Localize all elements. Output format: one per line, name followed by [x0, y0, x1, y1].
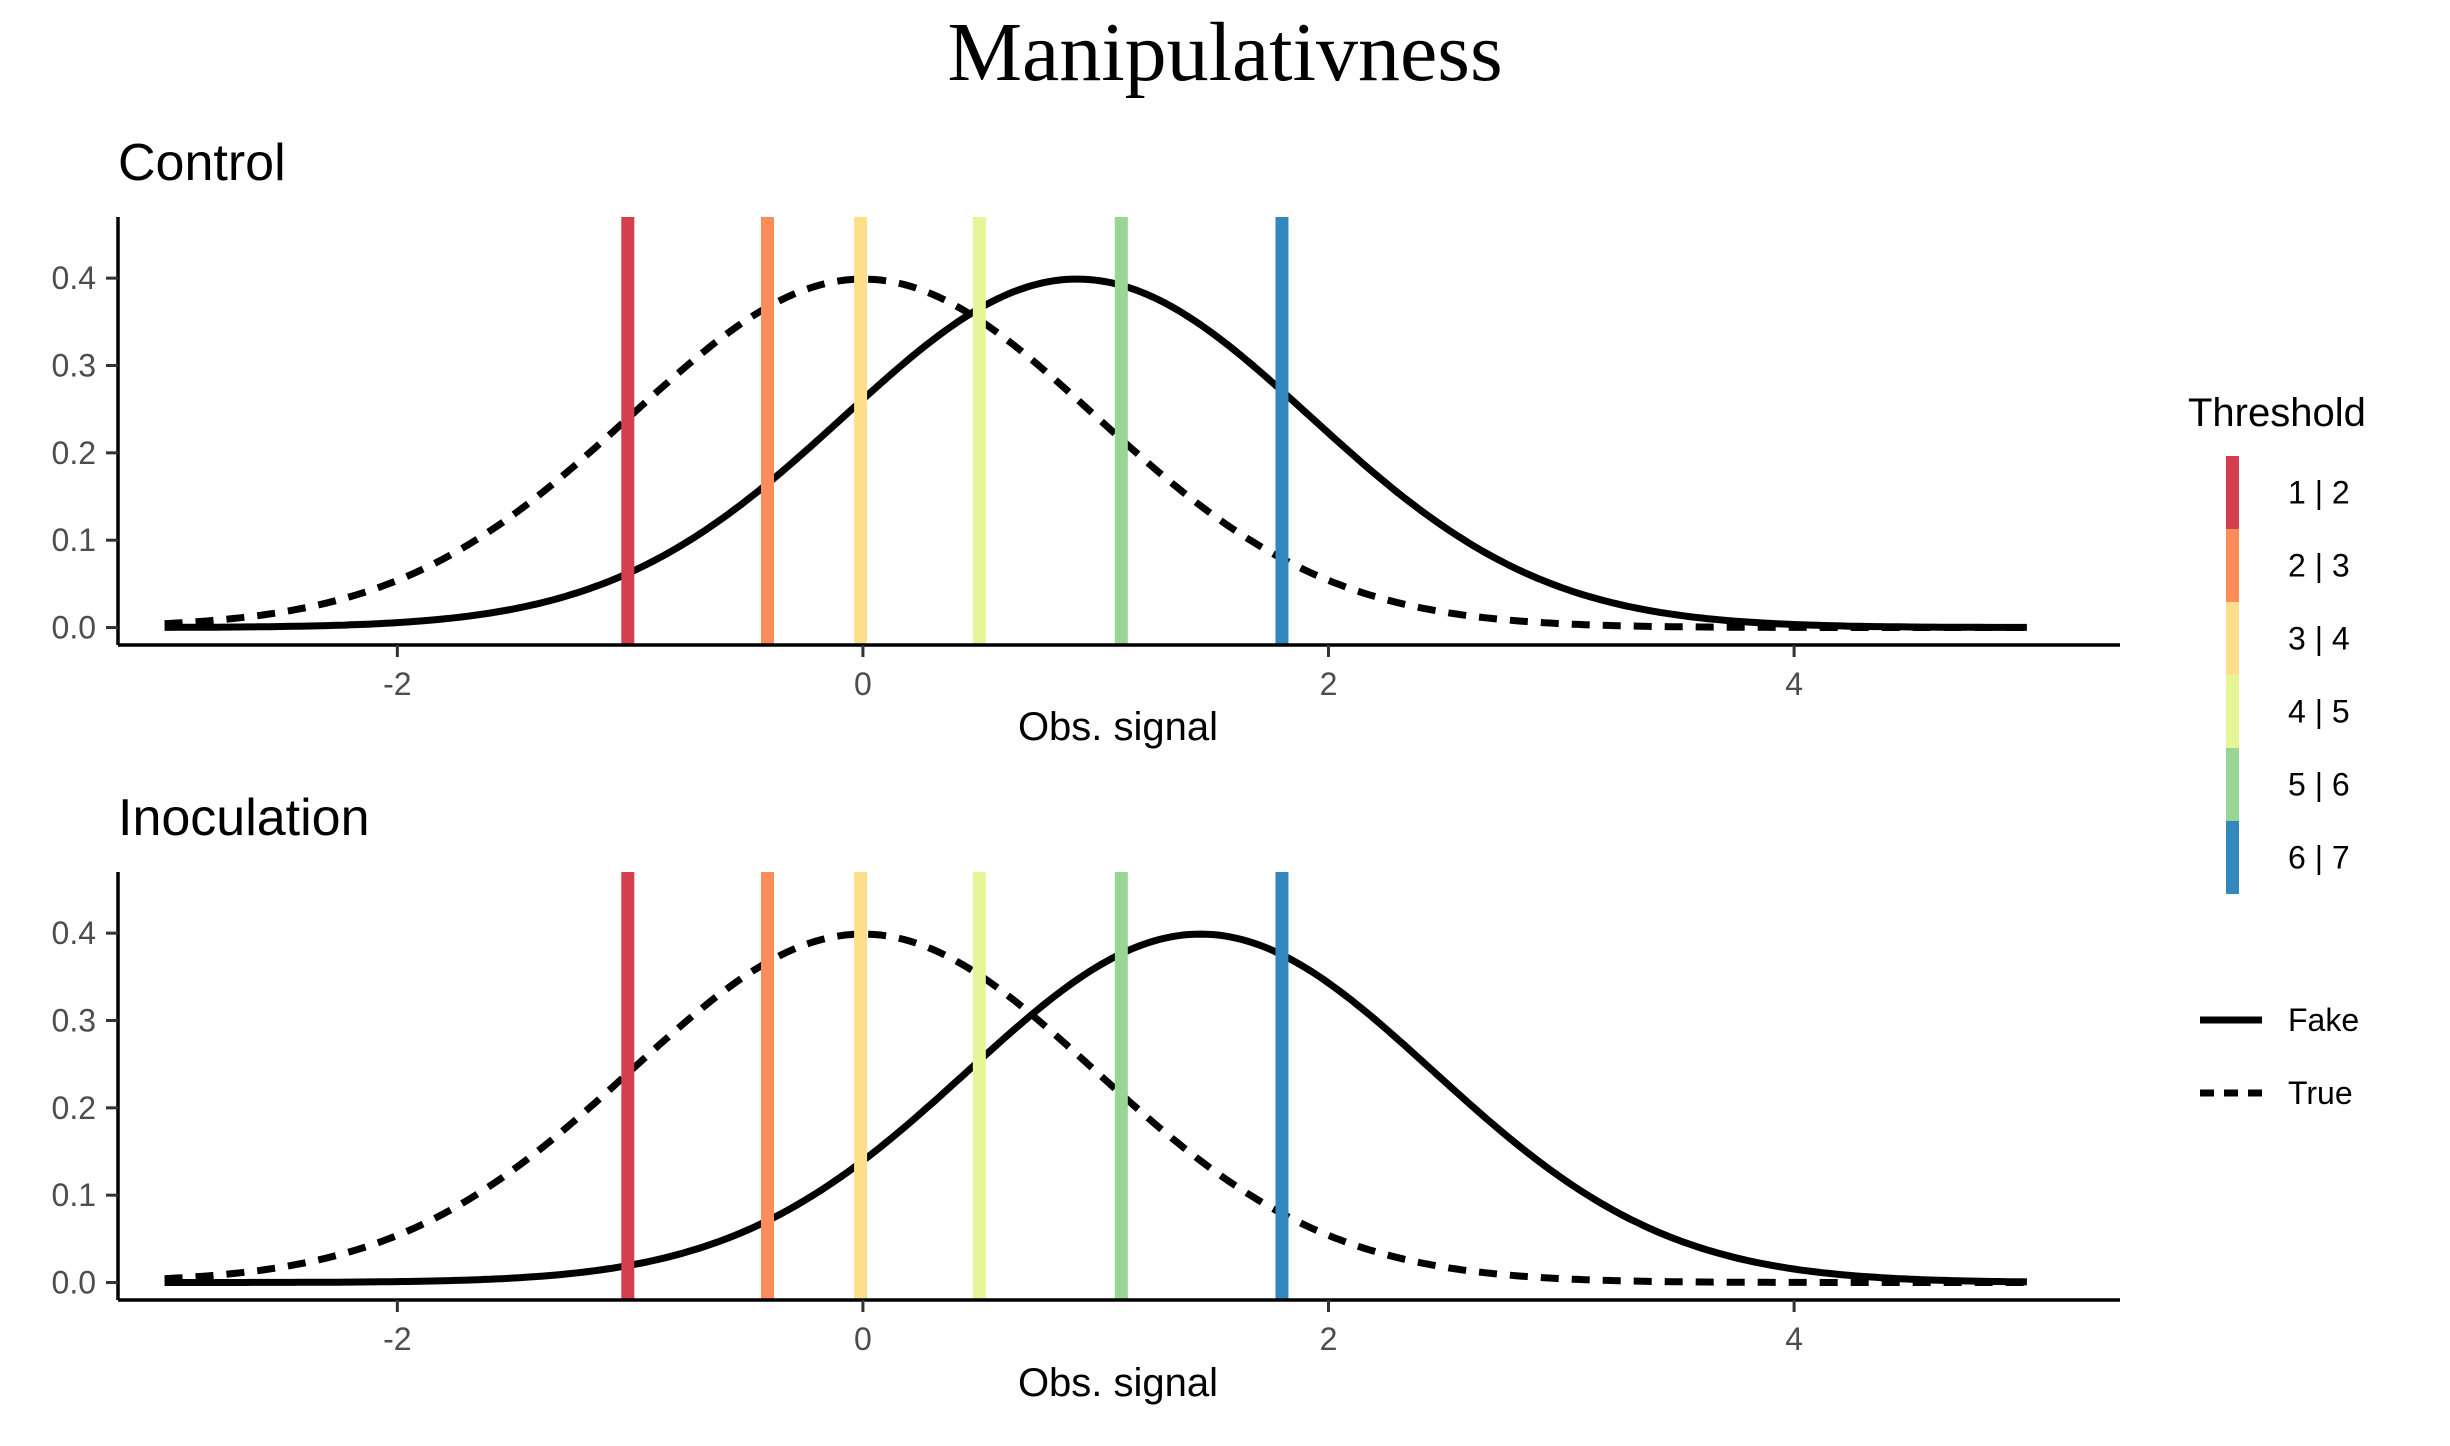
legend-threshold-keys: 1 | 2 2 | 3 3 | 4 4 | 5 5 | 6 6 | 7 — [2226, 456, 2350, 894]
legend-threshold-label-6-7: 6 | 7 — [2288, 840, 2350, 876]
control-y-tick-label: 0.1 — [52, 522, 96, 558]
control-y-tick-label: 0.4 — [52, 260, 96, 296]
inoculation-y-tick-label: 0.1 — [52, 1177, 96, 1213]
legend-threshold-label-4-5: 4 | 5 — [2288, 694, 2350, 730]
panel-control: Control -2 0 2 4 0.0 0.1 0.2 0.3 0.4 Obs. signal — [52, 134, 2120, 749]
inoculation-x-tick-label: 0 — [854, 1321, 872, 1357]
control-x-tick-label: 4 — [1785, 666, 1803, 702]
inoculation-curve-true — [164, 930, 2027, 1286]
legend-threshold-swatch-3-4 — [2226, 602, 2239, 675]
curves-control — [164, 275, 2027, 631]
x-axis-title-inoculation: Obs. signal — [1018, 1361, 1218, 1405]
axes-inoculation: -2 0 2 4 0.0 0.1 0.2 0.3 0.4 — [52, 872, 2120, 1357]
inoculation-y-tick-label: 0.3 — [52, 1002, 96, 1038]
legend-threshold-swatch-2-3 — [2226, 529, 2239, 602]
control-y-tick-label: 0.3 — [52, 347, 96, 383]
legend-curve-label-true: True — [2288, 1075, 2353, 1111]
inoculation-y-tick-label: 0.4 — [52, 915, 96, 951]
legend-threshold-label-3-4: 3 | 4 — [2288, 621, 2350, 657]
inoculation-y-tick-label: 0.2 — [52, 1090, 96, 1126]
control-curve-true — [164, 275, 2027, 631]
inoculation-x-tick-label: 4 — [1785, 1321, 1803, 1357]
legend: Threshold 1 | 2 2 | 3 3 | 4 4 | 5 5 | 6 6 | 7… — [2188, 391, 2366, 1111]
legend-curve-label-fake: Fake — [2288, 1002, 2359, 1038]
control-curve-fake — [164, 275, 2027, 631]
control-x-tick-label: -2 — [383, 666, 411, 702]
legend-title-threshold: Threshold — [2188, 391, 2366, 435]
panel-inoculation: Inoculation -2 0 2 4 0.0 0.1 0.2 0.3 0.4 Obs. si… — [52, 789, 2120, 1405]
legend-threshold-swatch-1-2 — [2226, 456, 2239, 529]
panel-title-inoculation: Inoculation — [118, 789, 370, 847]
legend-threshold-label-2-3: 2 | 3 — [2288, 548, 2350, 584]
legend-threshold-swatch-5-6 — [2226, 748, 2239, 821]
legend-curve-keys: Fake True — [2200, 1002, 2359, 1111]
thresholds-inoculation — [621, 872, 1289, 1300]
inoculation-x-tick-label: -2 — [383, 1321, 411, 1357]
main-title: Manipulativness — [947, 6, 1502, 99]
legend-threshold-label-5-6: 5 | 6 — [2288, 767, 2350, 803]
inoculation-y-tick-label: 0.0 — [52, 1265, 96, 1301]
panel-title-control: Control — [118, 134, 286, 192]
curves-inoculation — [164, 930, 2027, 1286]
control-y-tick-label: 0.0 — [52, 610, 96, 646]
inoculation-curve-fake — [164, 930, 2027, 1286]
axes-control: -2 0 2 4 0.0 0.1 0.2 0.3 0.4 — [52, 217, 2120, 702]
legend-threshold-swatch-6-7 — [2226, 821, 2239, 894]
inoculation-x-tick-label: 2 — [1320, 1321, 1338, 1357]
control-y-tick-label: 0.2 — [52, 435, 96, 471]
control-x-tick-label: 2 — [1320, 666, 1338, 702]
thresholds-control — [621, 217, 1289, 645]
x-axis-title-control: Obs. signal — [1018, 705, 1218, 749]
legend-threshold-swatch-4-5 — [2226, 675, 2239, 748]
legend-threshold-label-1-2: 1 | 2 — [2288, 475, 2350, 511]
control-x-tick-label: 0 — [854, 666, 872, 702]
